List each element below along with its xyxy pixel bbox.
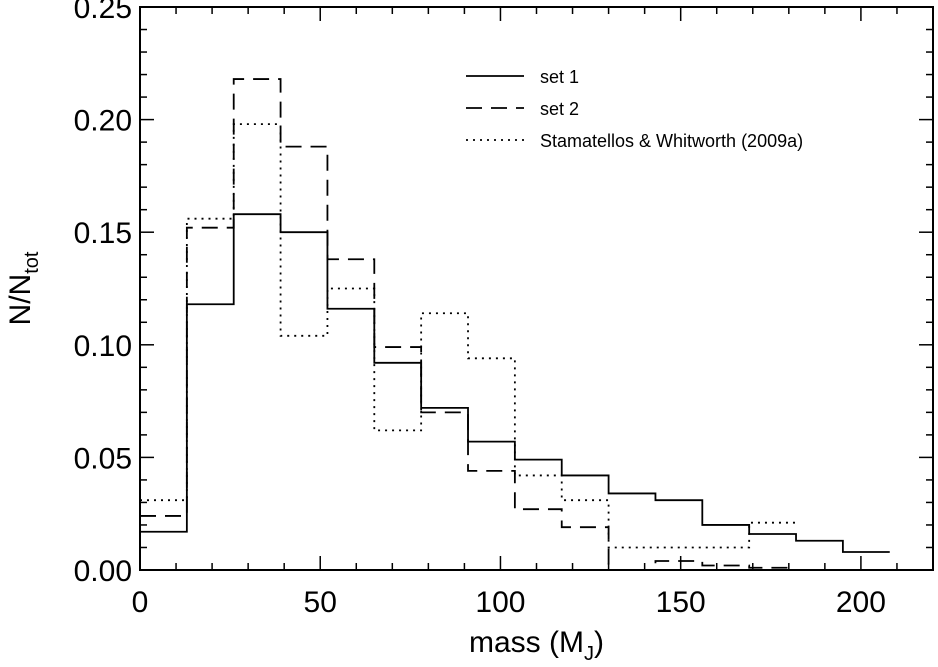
y-tick-label: 0.25: [74, 0, 132, 25]
y-tick-label: 0.00: [74, 555, 132, 588]
series-line-2: [140, 78, 797, 571]
x-tick-label: 150: [656, 586, 706, 619]
x-tick-label: 100: [475, 586, 525, 619]
y-tick-label: 0.10: [74, 330, 132, 363]
x-axis-title-main: mass (M: [469, 626, 584, 659]
x-tick-label: 200: [836, 586, 886, 619]
series-line-3: [140, 123, 797, 549]
y-tick-label: 0.05: [74, 442, 132, 475]
y-tick-label: 0.20: [74, 105, 132, 138]
plot-frame: [139, 6, 934, 571]
y-axis-title-subscript: tot: [21, 251, 43, 274]
x-tick-label: 0: [132, 586, 149, 619]
x-axis-title: mass (MJ): [469, 626, 604, 665]
x-tick-label: 50: [304, 586, 337, 619]
x-axis-title-subscript: J: [584, 643, 594, 665]
series-layer: [140, 78, 890, 571]
y-tick-label: 0.15: [74, 217, 132, 250]
legend: set 1 set 2 Stamatellos & Whitworth (2009a…: [466, 67, 803, 151]
legend-label-2: set 2: [540, 99, 579, 119]
legend-label-3: Stamatellos & Whitworth (2009a): [540, 131, 803, 151]
x-axis-title-close: ): [594, 626, 604, 659]
y-axis-title: N/Ntot: [4, 251, 43, 325]
y-axis-title-main: N/N: [4, 274, 37, 326]
axes-layer: 0 50 100 150 200 0.00 0.05 0.10 0.15 0.20 0.25: [74, 0, 934, 619]
legend-label-1: set 1: [540, 67, 579, 87]
